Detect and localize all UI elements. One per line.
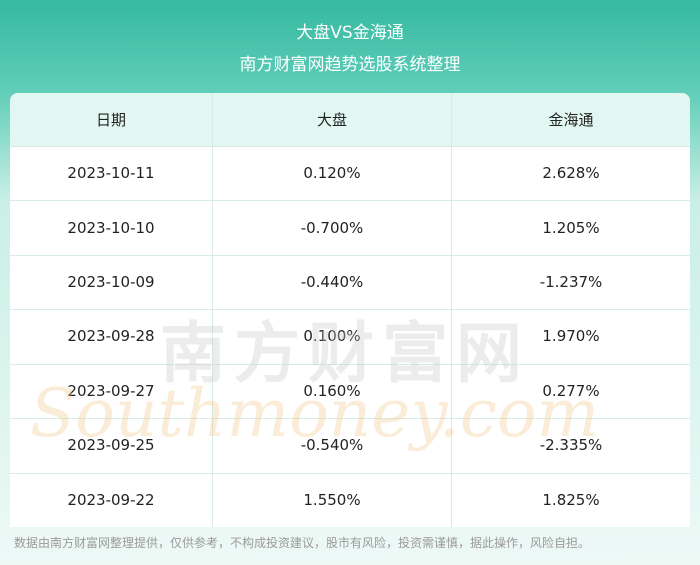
table-row: 2023-10-10 -0.700% 1.205% xyxy=(10,200,690,256)
column-header: 大盘 xyxy=(213,93,452,146)
subtitle: 南方财富网趋势选股系统整理 xyxy=(239,55,461,75)
table-cell: 0.120% xyxy=(213,146,452,201)
table-cell: 2023-09-28 xyxy=(10,309,213,364)
table-cell: 0.100% xyxy=(213,309,452,364)
table-cell: -0.540% xyxy=(213,418,452,473)
table-cell: 1.825% xyxy=(542,490,600,509)
table-cell: 0.277% xyxy=(542,381,600,400)
watermark: 南方财富网 xyxy=(160,315,530,392)
table-cell: 2023-10-10 xyxy=(10,200,213,255)
table-row: 2023-09-27 0.160% 0.277% xyxy=(10,363,690,420)
table-cell: -1.237% xyxy=(539,273,603,292)
table-cell: 2023-10-11 xyxy=(10,146,213,201)
table-cell: -2.335% xyxy=(539,436,603,455)
table-cell: -0.440% xyxy=(213,254,452,310)
table-row: 2023-10-09 -0.440% -1.237% xyxy=(10,254,690,311)
table-cell: 0.160% xyxy=(213,363,452,419)
table-row: 2023-10-11 0.120% 2.628% xyxy=(10,146,690,202)
table-row: 2023-09-25 -0.540% -2.335% xyxy=(10,418,690,474)
table-cell: 1.205% xyxy=(542,218,600,237)
title: 大盘VS金海通 xyxy=(296,23,404,43)
header-row: 日期 大盘 金海通 xyxy=(10,93,690,147)
table-cell: 1.970% xyxy=(542,327,600,346)
table-cell: 2.628% xyxy=(542,164,600,183)
disclaimer: 数据由南方财富网整理提供，仅供参考，不构成投资建议，股市有风险，投资需谨慎，据此… xyxy=(14,536,591,550)
column-header: 金海通 xyxy=(548,111,594,129)
table-cell: 1.550% xyxy=(213,472,452,527)
watermark: Southmoney.com xyxy=(30,375,600,452)
table-cell: 2023-09-25 xyxy=(10,418,213,473)
table: 日期 大盘 金海通 2023-10-11 0.120% 2.628% 2023-10-10-… xyxy=(10,93,690,527)
table-row: 2023-09-28 0.100% 1.970% xyxy=(10,309,690,365)
table-cell: 2023-09-27 xyxy=(10,363,213,419)
table-row: 2023-09-22 1.550% 1.825% xyxy=(10,472,690,527)
column-header: 日期 xyxy=(10,93,213,146)
table-cell: -0.700% xyxy=(213,200,452,255)
table-cell: 2023-10-09 xyxy=(10,254,213,310)
table-cell: 2023-09-22 xyxy=(10,472,213,527)
